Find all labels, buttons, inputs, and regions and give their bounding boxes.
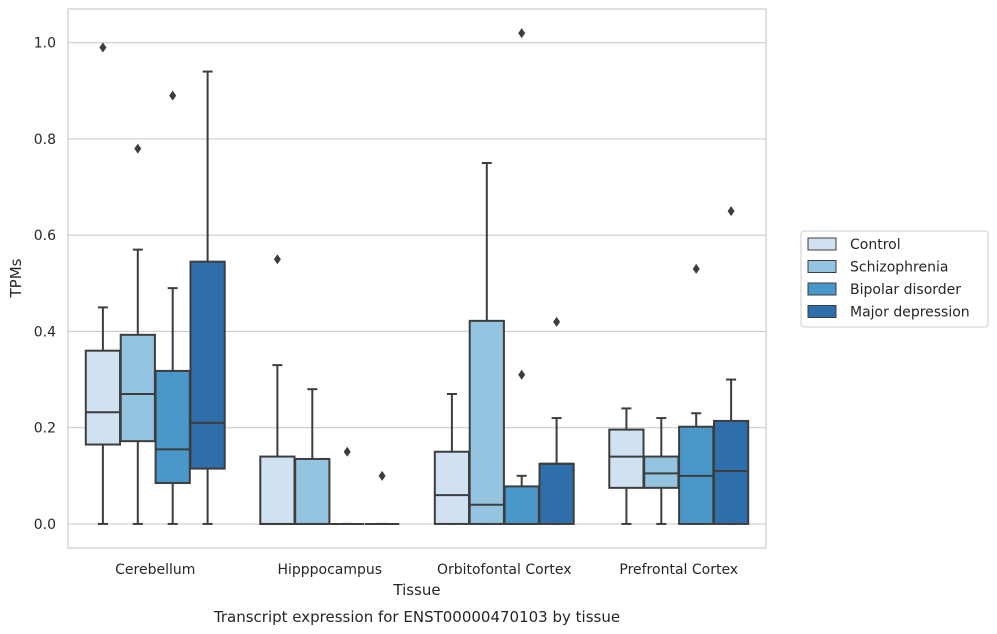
- box: [259, 455, 296, 525]
- box: [608, 428, 645, 489]
- flier-marker: [692, 263, 700, 274]
- x-tick-labels: Cerebellum Hipppocampus Orbitofontal Corte…: [115, 562, 738, 578]
- legend-swatch: [807, 260, 837, 273]
- x-tick-label: Orbitofontal Cortex: [437, 562, 572, 578]
- box: [468, 319, 505, 525]
- box-group: [433, 393, 471, 525]
- box-group: [294, 388, 331, 525]
- box-group: [503, 28, 540, 525]
- flier-marker: [99, 42, 107, 53]
- legend-label: Bipolar disorder: [850, 282, 961, 298]
- x-tick-label: Hipppocampus: [277, 562, 382, 578]
- y-tick-label: 0.0: [34, 517, 56, 533]
- box: [433, 450, 471, 525]
- box-group: [189, 70, 226, 525]
- boxes: [84, 28, 750, 525]
- y-tick-label: 0.2: [34, 421, 56, 437]
- y-tick-label: 1.0: [34, 36, 56, 52]
- legend-swatch: [807, 282, 837, 296]
- x-tick-label: Cerebellum: [115, 562, 195, 578]
- legend-label: Control: [850, 237, 901, 253]
- y-tick-label: 0.4: [34, 324, 56, 340]
- y-axis-label: TPMs: [7, 258, 25, 298]
- legend-label: Schizophrenia: [850, 260, 948, 276]
- legend-frame: [800, 230, 989, 328]
- x-axis-label: Tissue: [392, 581, 440, 599]
- flier-marker: [134, 143, 142, 154]
- flier-marker: [378, 470, 386, 481]
- flier-marker: [553, 316, 561, 327]
- flier-marker: [518, 28, 526, 39]
- box-group: [643, 417, 680, 525]
- chart-title: Transcript expression for ENST0000047010…: [213, 608, 620, 626]
- box: [154, 369, 191, 485]
- box-group: [119, 143, 156, 525]
- box-group: [538, 316, 575, 525]
- flier-marker: [273, 254, 281, 265]
- box-group: [330, 446, 365, 525]
- box: [294, 457, 331, 525]
- flier-marker: [727, 206, 735, 217]
- y-tick-labels: 0.0 0.2 0.4 0.6 0.8 1.0: [34, 36, 56, 533]
- flier-marker: [343, 446, 351, 457]
- legend-swatch: [807, 305, 837, 318]
- box: [538, 462, 575, 525]
- y-tick-label: 0.8: [34, 132, 56, 148]
- legend-swatch: [807, 237, 837, 251]
- box-group: [259, 254, 296, 525]
- flier-marker: [518, 369, 526, 380]
- x-tick-label: Prefrontal Cortex: [619, 562, 738, 578]
- box-group: [364, 470, 400, 525]
- legend-label: Major depression: [850, 305, 970, 321]
- box: [119, 333, 156, 443]
- box-group: [712, 206, 750, 525]
- box: [712, 419, 750, 525]
- box: [84, 349, 122, 446]
- box-group: [608, 407, 645, 525]
- box: [189, 260, 226, 470]
- plot-frame: [67, 8, 767, 549]
- box: [643, 455, 680, 489]
- flier-marker: [169, 90, 177, 101]
- legend: Control Schizophrenia Bipolar disorder Majo…: [800, 230, 989, 328]
- box-group: [468, 162, 505, 525]
- y-tick-label: 0.6: [34, 228, 56, 244]
- box: [503, 485, 540, 525]
- box-group: [154, 90, 191, 525]
